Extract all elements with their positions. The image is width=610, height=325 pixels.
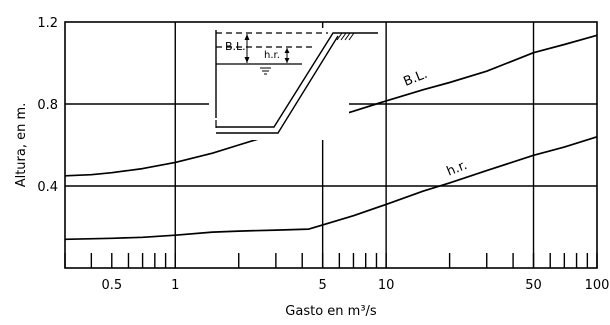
- y-tick-label: 0.8: [37, 98, 58, 113]
- series-label: h.r.: [445, 158, 470, 180]
- x-tick-label: 1: [171, 278, 179, 293]
- y-tick-label: 0.4: [37, 180, 58, 195]
- series-label: B.L.: [401, 67, 429, 90]
- x-tick-label: 10: [378, 278, 395, 293]
- series-line-hr: [64, 135, 598, 241]
- x-tick-label: 50: [525, 278, 542, 293]
- x-tick-label: 0.5: [101, 278, 122, 293]
- y-axis-label: Altura, en m.: [14, 103, 29, 188]
- y-tick-label: 1.2: [37, 16, 58, 31]
- plot-border: [64, 21, 598, 269]
- tick-labels: 0.5 1 5 10 50 100 0.4 0.8 1.2: [37, 16, 609, 293]
- x-tick-label: 5: [319, 278, 327, 293]
- inset-label-hr: h.r.: [264, 50, 280, 61]
- x-minor-ticks: [64, 253, 598, 268]
- x-tick-label: 100: [585, 278, 610, 293]
- x-axis-label: Gasto en m³/s: [285, 304, 377, 319]
- inset-label-bl: B.L.: [225, 40, 246, 53]
- canal-section-inset: B.L. h.r.: [209, 28, 378, 140]
